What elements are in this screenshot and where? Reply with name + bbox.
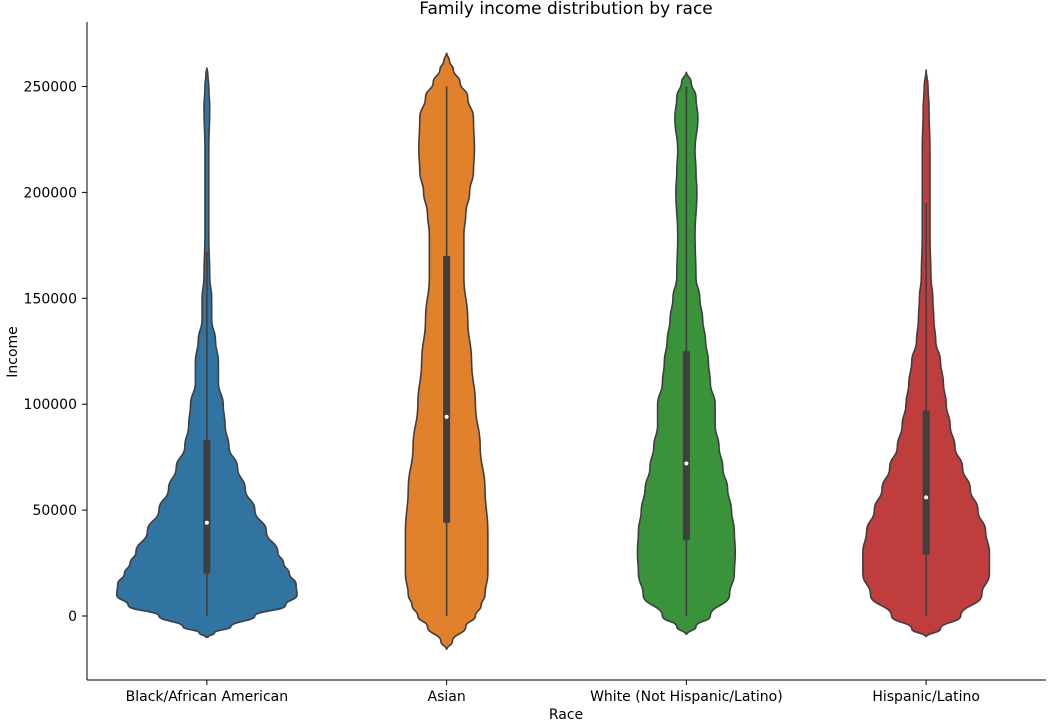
y-tick-label: 50000 (32, 503, 77, 519)
y-tick-label: 250000 (24, 80, 77, 96)
y-tick-label: 200000 (24, 185, 77, 201)
violin-iqr-box (682, 351, 690, 540)
x-tick-label: Asian (428, 689, 466, 705)
chart-title: Family income distribution by race (419, 0, 713, 19)
plot-area (115, 52, 991, 651)
violin-median-dot (204, 520, 209, 525)
violin-median-dot (444, 414, 449, 419)
x-tick-label: Hispanic/Latino (872, 689, 980, 705)
x-tick-label: White (Not Hispanic/Latino) (590, 689, 783, 705)
x-ticks: Black/African American Asian White (Not Hi… (126, 680, 980, 705)
violin-median-dot (924, 495, 929, 500)
y-tick-label: 0 (68, 609, 77, 625)
violin-median-dot (684, 461, 689, 466)
violin-iqr-box (443, 255, 451, 523)
y-ticks: 0 50000 100000 150000 200000 250000 (24, 80, 87, 625)
x-tick-label: Black/African American (126, 689, 288, 705)
y-axis-label: Income (5, 326, 21, 378)
y-tick-label: 150000 (24, 291, 77, 307)
axes (86, 22, 1046, 681)
violin-iqr-box (203, 440, 211, 574)
violin-iqr-box (922, 410, 930, 555)
y-tick-label: 100000 (24, 397, 77, 413)
x-axis-label: Race (549, 707, 583, 723)
